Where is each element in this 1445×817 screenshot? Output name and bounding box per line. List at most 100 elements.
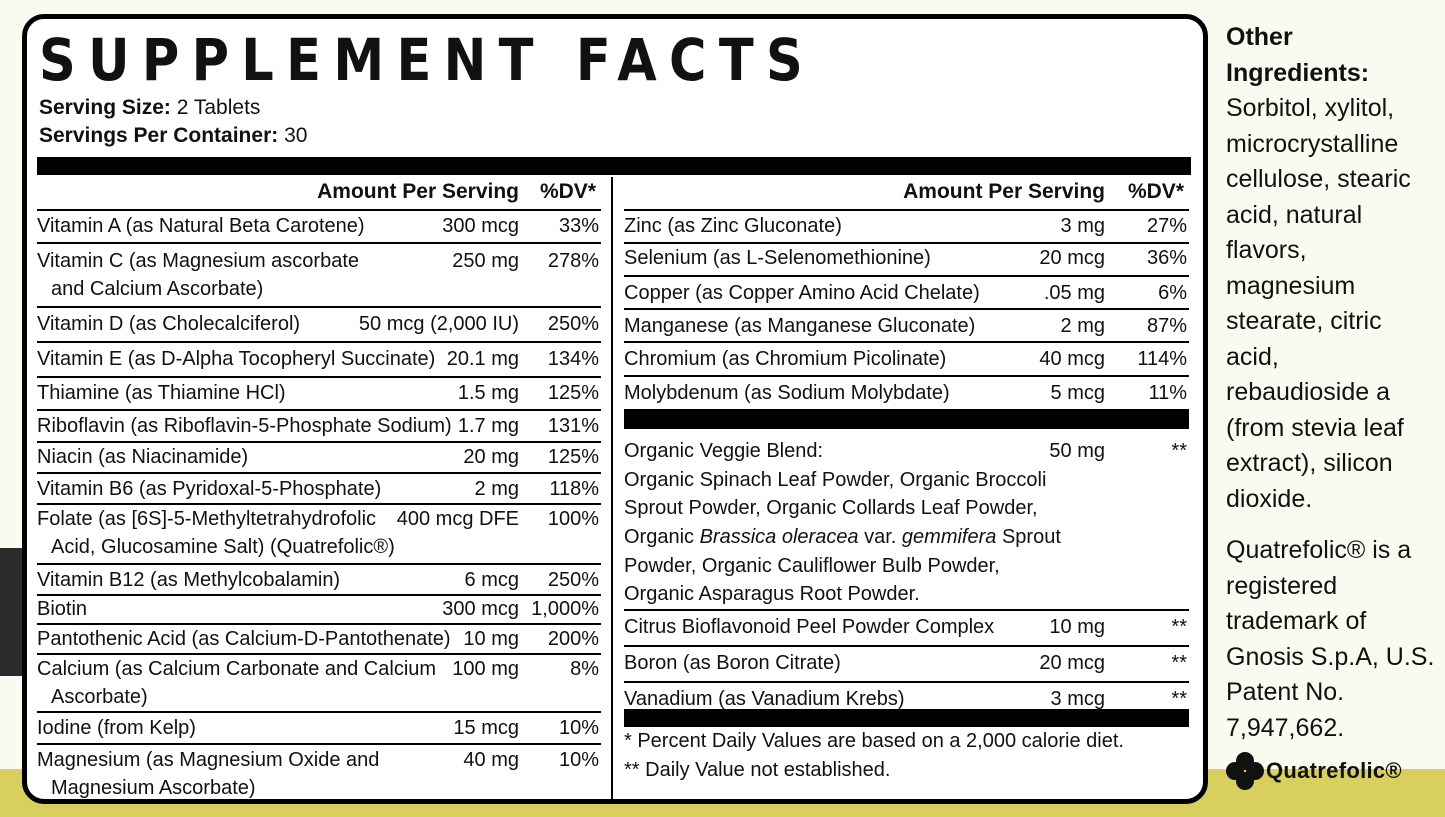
table-row: Vitamin B6 (as Pyridoxal-5-Phosphate) 2 … <box>37 474 601 505</box>
other-ingredients-line: microcrystalline <box>1226 129 1399 158</box>
blend-text: Organic <box>624 526 700 548</box>
table-row: Citrus Bioflavonoid Peel Powder Complex … <box>624 611 1189 647</box>
left-nutrient-table: Amount Per Serving %DV* Vitamin A (as Na… <box>37 177 601 799</box>
trademark-line: Quatrefolic® is a <box>1226 536 1412 564</box>
trademark-notice: Quatrefolic® is a registered trademark o… <box>1226 533 1438 746</box>
footnote-not-established: ** Daily Value not established. <box>624 759 891 781</box>
table-row: Vitamin C (as Magnesium ascorbate and Ca… <box>37 244 601 308</box>
table-row: Riboflavin (as Riboflavin-5-Phosphate So… <box>37 411 601 443</box>
blend-ingredients-line: Organic Brassica oleracea var. gemmifera… <box>624 523 1061 551</box>
blend-species-name: Brassica oleracea <box>699 526 859 548</box>
table-row: Vitamin E (as D-Alpha Tocopheryl Succina… <box>37 343 601 378</box>
nutrient-name: Iodine (from Kelp) <box>37 717 196 739</box>
nutrient-amount: 3 mcg <box>1050 688 1105 710</box>
nutrient-name: Riboflavin (as Riboflavin-5-Phosphate So… <box>37 415 452 437</box>
table-row: Selenium (as L-Selenomethionine) 20 mcg … <box>624 244 1189 277</box>
nutrient-dv: 250% <box>547 313 599 335</box>
nutrient-dv: 11% <box>1148 382 1187 404</box>
trademark-line: Gnosis S.p.A, U.S. <box>1226 642 1435 671</box>
other-ingredients-line: acid, <box>1226 342 1279 371</box>
nutrient-amount: 20 mcg <box>1039 652 1105 674</box>
table-row: Chromium (as Chromium Picolinate) 40 mcg… <box>624 343 1189 377</box>
nutrient-name: Boron (as Boron Citrate) <box>624 652 841 674</box>
nutrient-amount: 2 mg <box>474 478 519 500</box>
nutrient-name: Pantothenic Acid (as Calcium-D-Pantothen… <box>37 628 451 650</box>
other-ingredients-line: extract), silicon <box>1226 449 1393 477</box>
clover-icon <box>1226 752 1264 790</box>
table-row: Folate (as [6S]-5-Methyltetrahydrofolic … <box>37 505 601 565</box>
footnote-dv: * Percent Daily Values are based on a 2,… <box>624 730 1124 752</box>
nutrient-dv: 10% <box>558 749 599 771</box>
nutrient-dv: 131% <box>547 415 599 437</box>
nutrient-dv: 125% <box>547 446 599 468</box>
nutrient-dv: ** <box>1171 616 1187 638</box>
nutrient-amount: 1.5 mg <box>457 382 519 404</box>
other-ingredients-line: (from stevia leaf <box>1226 413 1404 442</box>
blend-name: Organic Veggie Blend: <box>624 440 824 462</box>
nutrient-name-continued: Acid, Glucosamine Salt) (Quatrefolic®) <box>51 536 395 558</box>
table-row: Molybdenum (as Sodium Molybdate) 5 mcg 1… <box>624 377 1189 409</box>
nutrient-name: Biotin <box>37 598 88 620</box>
nutrient-amount: 20.1 mg <box>446 348 519 370</box>
nutrient-dv: 114% <box>1137 348 1187 370</box>
trademark-line: 7,947,662. <box>1226 713 1345 742</box>
other-ingredients-line: magnesium <box>1226 271 1356 300</box>
nutrient-name: Vitamin B12 (as Methylcobalamin) <box>37 569 341 591</box>
other-ingredients-heading-line: Other <box>1226 23 1293 51</box>
table-row: Vanadium (as Vanadium Krebs) 3 mcg ** <box>624 683 1189 717</box>
left-table-header: Amount Per Serving %DV* <box>37 177 601 211</box>
table-row: Calcium (as Calcium Carbonate and Calciu… <box>37 655 601 713</box>
nutrient-name: Vitamin C (as Magnesium ascorbate <box>37 250 359 272</box>
nutrient-dv: 27% <box>1146 215 1187 237</box>
right-amount-header: Amount Per Serving <box>903 180 1105 203</box>
nutrient-amount: 3 mg <box>1060 215 1105 237</box>
nutrient-amount: 6 mcg <box>464 569 519 591</box>
blend-ingredients-line: Powder, Organic Cauliflower Bulb Powder, <box>624 555 1000 577</box>
nutrient-name: Manganese (as Manganese Gluconate) <box>624 315 976 337</box>
table-row: Zinc (as Zinc Gluconate) 3 mg 27% <box>624 211 1189 244</box>
right-dv-header: %DV* <box>1127 180 1184 203</box>
servings-per-container-value: 30 <box>278 124 308 147</box>
trademark-line: trademark of <box>1226 607 1367 635</box>
right-table-header: Amount Per Serving %DV* <box>624 177 1189 211</box>
nutrient-name: Copper (as Copper Amino Acid Chelate) <box>624 282 980 304</box>
serving-size-label: Serving Size: <box>39 96 171 119</box>
nutrient-name: Selenium (as L-Selenomethionine) <box>624 247 931 269</box>
nutrient-name: Thiamine (as Thiamine HCl) <box>37 382 286 404</box>
nutrient-name: Citrus Bioflavonoid Peel Powder Complex <box>624 616 995 638</box>
supplement-facts-panel: SUPPLEMENT FACTS Serving Size: 2 Tablets… <box>22 14 1208 804</box>
nutrient-amount: 15 mcg <box>453 717 519 739</box>
nutrient-dv: 6% <box>1158 282 1187 304</box>
nutrient-name: Vitamin E (as D-Alpha Tocopheryl Succina… <box>37 348 436 370</box>
serving-size-value: 2 Tablets <box>170 96 261 119</box>
serving-size: Serving Size: 2 Tablets <box>39 95 260 121</box>
nutrient-dv: 125% <box>547 382 599 404</box>
nutrient-name: Vitamin B6 (as Pyridoxal-5-Phosphate) <box>37 478 382 500</box>
nutrient-name: Vanadium (as Vanadium Krebs) <box>624 688 905 710</box>
nutrient-amount: 10 mg <box>463 628 519 650</box>
nutrient-dv: 10% <box>558 717 599 739</box>
nutrient-dv: 200% <box>547 628 599 650</box>
footnote-divider-bar <box>624 709 1189 727</box>
nutrient-name: Magnesium (as Magnesium Oxide and <box>37 749 380 771</box>
table-row: Thiamine (as Thiamine HCl) 1.5 mg 125% <box>37 378 601 411</box>
other-ingredients-line: dioxide. <box>1226 484 1313 513</box>
nutrient-amount: 100 mg <box>452 658 519 680</box>
table-row: Vitamin A (as Natural Beta Carotene) 300… <box>37 211 601 244</box>
nutrient-dv: ** <box>1171 688 1187 710</box>
other-ingredients-line: cellulose, stearic <box>1226 165 1411 193</box>
other-ingredients-text: Sorbitol, xylitol, microcrystalline cell… <box>1226 91 1438 517</box>
trademark-line: registered <box>1226 571 1338 600</box>
nutrient-amount: 50 mcg (2,000 IU) <box>358 313 519 335</box>
blend-text: Sprout <box>996 526 1061 548</box>
column-divider <box>611 177 613 799</box>
nutrient-dv: 250% <box>547 569 599 591</box>
table-row: Pantothenic Acid (as Calcium-D-Pantothen… <box>37 625 601 655</box>
trademark-line: Patent No. <box>1226 678 1345 706</box>
other-ingredients-line: Sorbitol, xylitol, <box>1226 94 1395 122</box>
nutrient-dv: 8% <box>570 658 599 680</box>
nutrient-name-continued: and Calcium Ascorbate) <box>51 278 264 300</box>
table-row: Vitamin D (as Cholecalciferol) 50 mcg (2… <box>37 308 601 343</box>
nutrient-dv: 1,000% <box>531 598 599 620</box>
nutrient-amount: 10 mg <box>1049 616 1105 638</box>
